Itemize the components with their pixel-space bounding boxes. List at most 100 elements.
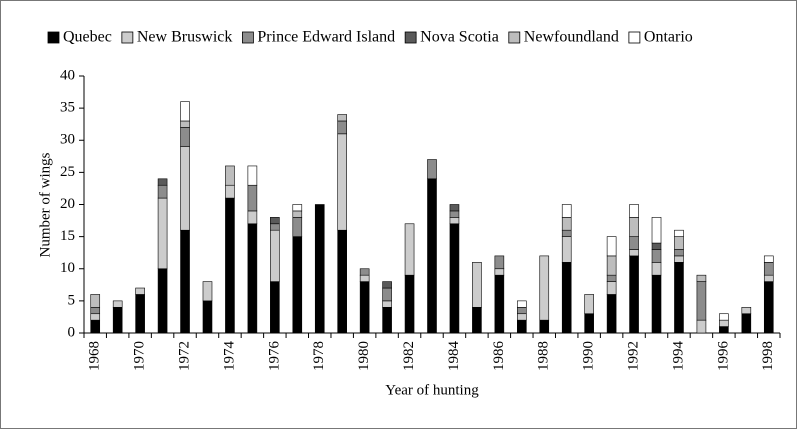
bar-segment — [180, 146, 190, 231]
legend-swatch — [404, 31, 417, 44]
x-tick-label: 1984 — [446, 341, 462, 372]
y-tick-label: 35 — [60, 100, 75, 116]
bar-segment — [90, 319, 101, 334]
bar-segment — [606, 255, 617, 276]
bar-segment — [741, 306, 752, 315]
bar-segment — [651, 249, 662, 263]
bar-segment — [741, 313, 752, 334]
bar-segment — [449, 204, 460, 212]
y-tick-label: 5 — [68, 292, 76, 308]
bar-segment — [90, 306, 101, 315]
x-tick-label: 1972 — [176, 341, 192, 371]
bar-segment — [674, 249, 684, 257]
legend-swatch — [242, 31, 254, 44]
bar-segment — [247, 223, 258, 334]
bar-segment — [561, 229, 572, 237]
x-tick-label: 1974 — [221, 341, 237, 372]
bar-segment — [337, 229, 347, 334]
bar-segment — [90, 294, 101, 308]
bar-segment — [292, 217, 303, 237]
bar-segment — [449, 223, 460, 334]
y-axis-label: Number of wings — [37, 152, 53, 257]
bar-segment — [359, 281, 370, 334]
bar-segment — [270, 217, 280, 225]
bar-segment — [763, 262, 774, 276]
y-tick-label: 15 — [60, 228, 75, 244]
legend-label: New Bruswick — [137, 29, 233, 46]
bar-segment — [561, 217, 572, 231]
bar-segment — [112, 306, 123, 334]
y-tick-label: 30 — [60, 132, 75, 148]
bar-segment — [719, 326, 729, 334]
bar-segment — [561, 204, 572, 218]
legend-swatch — [628, 31, 641, 44]
bar-segment — [449, 210, 460, 218]
bar-segment — [696, 274, 707, 282]
bar-segment — [247, 165, 258, 186]
bar-segment — [517, 300, 527, 308]
bar-segment — [337, 120, 347, 135]
bar-segment — [517, 306, 527, 315]
bar-segment — [696, 319, 707, 334]
x-tick-label: 1968 — [87, 341, 103, 371]
bar-segment — [719, 313, 729, 321]
bar-segment — [382, 287, 392, 302]
bar-segment — [359, 268, 370, 276]
bar-segment — [584, 294, 594, 315]
bar-segment — [606, 236, 617, 257]
bar-segment — [719, 319, 729, 327]
legend: Quebec New Bruswick Prince Edward Island No… — [47, 29, 693, 46]
bar-segment — [157, 197, 168, 270]
bar-segment — [629, 249, 639, 257]
legend-label: Prince Edward Island — [257, 29, 395, 46]
bar-segment — [404, 274, 415, 334]
bar-segment — [292, 204, 303, 212]
x-tick-label: 1982 — [401, 341, 417, 371]
bar-segment — [517, 313, 527, 321]
y-tick-label: 0 — [68, 324, 76, 340]
bar-segment — [651, 274, 662, 334]
bar-segment — [292, 236, 303, 334]
bar-segment — [674, 262, 684, 334]
bar-segment — [180, 120, 190, 128]
bar-segment — [180, 127, 190, 147]
bar-segment — [359, 274, 370, 282]
bar-segment — [270, 281, 280, 334]
x-tick-label: 1998 — [760, 341, 776, 371]
bar-segment — [629, 236, 639, 250]
bar-segment — [629, 204, 639, 218]
bar-segment — [494, 274, 505, 334]
bar-segment — [763, 255, 774, 263]
bar-segment — [135, 294, 145, 334]
bar-segment — [629, 255, 639, 334]
bar-segment — [270, 229, 280, 282]
bar-segment — [651, 242, 662, 250]
bar-segment — [606, 281, 617, 295]
bar-segment — [629, 217, 639, 237]
bar-segment — [314, 204, 325, 334]
x-tick-label: 1986 — [491, 341, 507, 372]
x-tick-label: 1992 — [626, 341, 642, 371]
y-tick-label: 25 — [60, 164, 75, 180]
bar-segment — [763, 274, 774, 282]
bar-segment — [472, 262, 482, 308]
bar-segment — [651, 262, 662, 276]
bar-segment — [584, 313, 594, 334]
bar-segment — [382, 306, 392, 334]
bar-segment — [674, 255, 684, 263]
x-axis-label: Year of hunting — [385, 382, 479, 398]
bar-segment — [674, 236, 684, 250]
y-tick-label: 20 — [60, 196, 75, 212]
y-tick-label: 10 — [60, 260, 75, 276]
frame — [0, 0, 797, 429]
x-tick-label: 1978 — [311, 341, 327, 371]
bar-segment — [382, 281, 392, 289]
bar-segment — [112, 300, 123, 308]
bar-segment — [696, 281, 707, 321]
bar-segment — [202, 300, 213, 334]
x-tick-label: 1990 — [581, 341, 597, 371]
bar-segment — [225, 184, 235, 199]
bar-segment — [337, 114, 347, 122]
bar-segment — [427, 159, 437, 180]
